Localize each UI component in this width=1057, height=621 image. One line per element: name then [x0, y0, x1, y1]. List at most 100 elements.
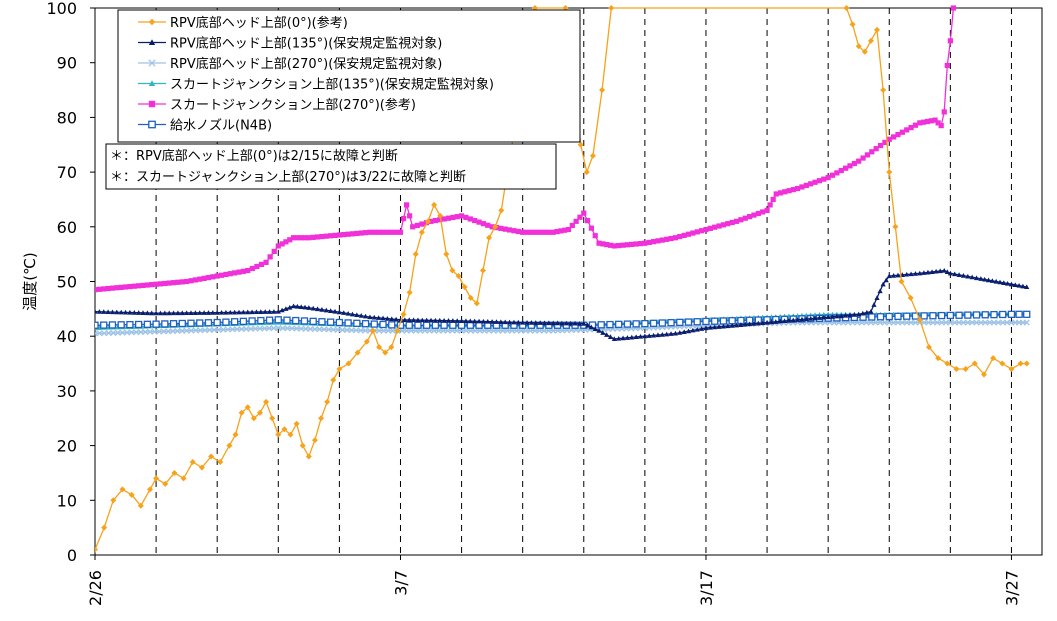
- data-point: [96, 309, 102, 314]
- data-point: [353, 319, 361, 327]
- data-point: [629, 241, 635, 247]
- data-point: [947, 38, 953, 44]
- data-point: [180, 475, 187, 482]
- data-point: [924, 118, 931, 125]
- data-point: [720, 323, 727, 329]
- data-point: [100, 321, 108, 329]
- data-point: [349, 311, 356, 317]
- data-point: [210, 274, 216, 280]
- data-point: [912, 271, 919, 276]
- data-point: [302, 235, 308, 241]
- data-point: [306, 305, 312, 310]
- data-point: [733, 218, 740, 224]
- data-point: [476, 318, 482, 324]
- data-point: [240, 309, 246, 315]
- data-point: [864, 309, 870, 315]
- data-point: [369, 327, 376, 334]
- data-point: [642, 333, 648, 339]
- data-point: [764, 207, 770, 213]
- data-point: [357, 327, 364, 334]
- legend-label: RPV底部ヘッド上部(0°)(参考): [170, 15, 348, 31]
- data-point: [435, 327, 442, 334]
- data-point: [495, 327, 502, 334]
- data-point: [834, 170, 840, 176]
- data-point: [95, 308, 98, 314]
- data-point: [515, 319, 521, 325]
- data-point: [124, 329, 131, 336]
- data-point: [786, 317, 792, 323]
- data-point: [153, 281, 159, 287]
- data-point: [146, 486, 153, 493]
- data-point: [485, 222, 491, 228]
- data-point: [307, 325, 314, 333]
- y-tick-label: 40: [57, 327, 77, 346]
- data-point: [493, 319, 500, 324]
- legend-label: スカートジャンクション上部(135°)(保安規定監視対象): [170, 77, 494, 93]
- data-point: [133, 329, 140, 336]
- data-point: [868, 308, 874, 314]
- data-point: [290, 235, 297, 241]
- data-point: [101, 330, 108, 337]
- data-point: [664, 331, 670, 337]
- data-point: [716, 223, 722, 229]
- data-point: [843, 312, 849, 318]
- data-point: [492, 223, 499, 230]
- data-point: [668, 235, 674, 242]
- data-point: [690, 230, 696, 236]
- data-point: [349, 231, 356, 237]
- x-tick-label: 3/17: [697, 570, 716, 606]
- data-point: [143, 320, 152, 328]
- data-point: [886, 273, 892, 279]
- data-point: [861, 48, 868, 55]
- data-point: [232, 431, 239, 438]
- data-point: [376, 229, 382, 235]
- data-point: [767, 202, 773, 208]
- data-point: [904, 127, 910, 133]
- data-point: [410, 317, 417, 323]
- data-point: [419, 221, 425, 227]
- data-point: [829, 172, 836, 178]
- data-point: [179, 327, 186, 334]
- data-point: [869, 149, 875, 155]
- data-point: [681, 329, 687, 334]
- data-point: [576, 320, 583, 326]
- data-point: [881, 319, 888, 326]
- data-point: [868, 313, 876, 321]
- data-point: [480, 318, 487, 324]
- data-point: [245, 309, 251, 315]
- data-point: [283, 316, 291, 324]
- data-point: [287, 237, 293, 243]
- data-point: [729, 219, 735, 226]
- data-point: [370, 320, 378, 328]
- data-point: [935, 120, 941, 126]
- data-point: [825, 314, 831, 320]
- data-point: [620, 242, 626, 248]
- data-point: [140, 310, 146, 315]
- data-point: [895, 272, 901, 278]
- data-point: [768, 319, 775, 325]
- data-point: [742, 215, 748, 221]
- data-point: [354, 349, 361, 356]
- legend-label: スカートジャンクション上部(270°)(参考): [170, 97, 416, 113]
- data-point: [393, 229, 399, 235]
- data-point: [891, 134, 897, 140]
- data-point: [486, 327, 493, 334]
- data-point: [421, 327, 428, 334]
- data-point: [444, 327, 451, 334]
- data-point: [162, 280, 168, 287]
- data-point: [531, 327, 538, 334]
- data-point: [149, 310, 155, 316]
- data-point: [388, 321, 396, 329]
- data-point: [725, 221, 731, 227]
- data-point: [201, 327, 209, 334]
- note-text: ＊：RPV底部ヘッド上部(0°)は2/15に故障と判断: [110, 148, 398, 164]
- data-point: [608, 5, 615, 11]
- series-line: [95, 7, 1027, 550]
- data-point: [440, 327, 447, 334]
- data-point: [376, 315, 382, 320]
- data-point: [690, 327, 696, 333]
- data-point: [161, 320, 169, 328]
- data-point: [790, 317, 796, 323]
- data-point: [489, 224, 495, 230]
- data-point: [299, 442, 306, 449]
